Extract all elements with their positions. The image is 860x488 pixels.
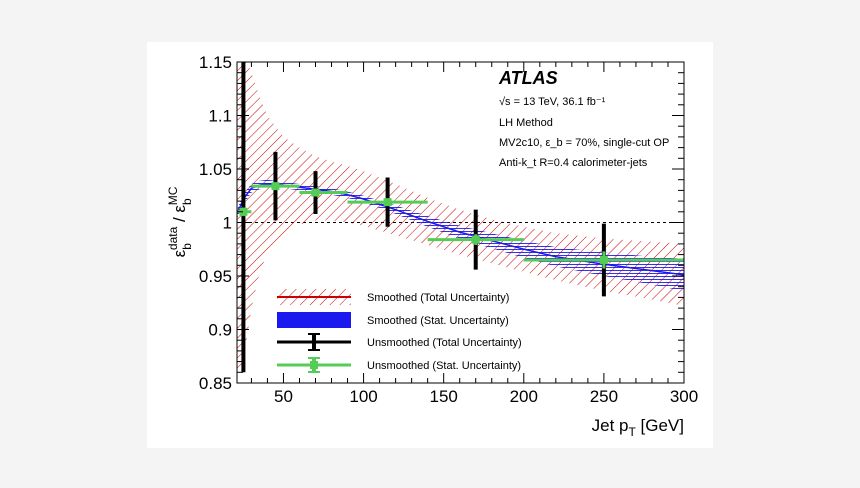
x-tick-label: 150 [429, 387, 457, 406]
axes: 50 100 150 200 250 300 0.85 0.9 0.95 1 1.05 1.1 1.15 [199, 53, 698, 406]
x-axis-title: Jet pT [GeV] [592, 416, 684, 439]
legend-item-unsmoothed-total: Unsmoothed (Total Uncertainty) [277, 333, 522, 351]
unsmoothed-stat-marker [271, 182, 280, 191]
y-tick-label: 1.1 [208, 107, 232, 126]
unsmoothed-stat-marker [383, 198, 392, 207]
chart-panel: 50 100 150 200 250 300 0.85 0.9 0.95 1 1.05 1.1 1.15… [147, 42, 713, 448]
unsmoothed-stat-marker [599, 255, 608, 264]
data-points [237, 62, 684, 373]
unsmoothed-stat-marker [239, 207, 248, 216]
stat-uncertainty-band [237, 179, 684, 291]
experiment-label: ATLAS [498, 68, 558, 88]
legend-swatch-green-marker [310, 361, 318, 369]
legend-item-smoothed-stat: Smoothed (Stat. Uncertainty) [277, 312, 509, 328]
legend: Smoothed (Total Uncertainty) Smoothed (S… [277, 289, 522, 373]
method-label: LH Method [499, 117, 553, 129]
y-tick-label: 1.15 [199, 53, 232, 72]
x-tick-label: 50 [274, 387, 293, 406]
tagger-label: MV2c10, ε_b = 70%, single-cut OP [499, 137, 669, 149]
y-tick-label: 0.95 [199, 267, 232, 286]
legend-label: Smoothed (Total Uncertainty) [367, 292, 509, 304]
jets-label: Anti-k_t R=0.4 calorimeter-jets [499, 157, 648, 169]
unsmoothed-stat-marker [311, 188, 320, 197]
legend-label: Smoothed (Stat. Uncertainty) [367, 315, 509, 327]
x-tick-label: 100 [349, 387, 377, 406]
legend-item-unsmoothed-stat: Unsmoothed (Stat. Uncertainty) [277, 357, 521, 373]
legend-label: Unsmoothed (Stat. Uncertainty) [367, 360, 521, 372]
y-tick-label: 0.85 [199, 374, 232, 393]
legend-label: Unsmoothed (Total Uncertainty) [367, 337, 522, 349]
y-axis-title: εbdata / εbMC [166, 186, 194, 257]
x-tick-label: 250 [590, 387, 618, 406]
unsmoothed-stat-marker [471, 235, 480, 244]
x-tick-label: 200 [510, 387, 538, 406]
legend-swatch-blue [277, 312, 351, 328]
x-tick-label: 300 [670, 387, 698, 406]
y-tick-label: 0.9 [208, 321, 232, 340]
chart: 50 100 150 200 250 300 0.85 0.9 0.95 1 1.05 1.1 1.15… [166, 53, 698, 439]
legend-item-smoothed-total: Smoothed (Total Uncertainty) [277, 289, 509, 305]
energy-label: √s = 13 TeV, 36.1 fb⁻¹ [499, 96, 606, 108]
y-tick-label: 1.05 [199, 160, 232, 179]
y-tick-label: 1 [223, 214, 232, 233]
total-uncertainty-band [237, 62, 684, 373]
